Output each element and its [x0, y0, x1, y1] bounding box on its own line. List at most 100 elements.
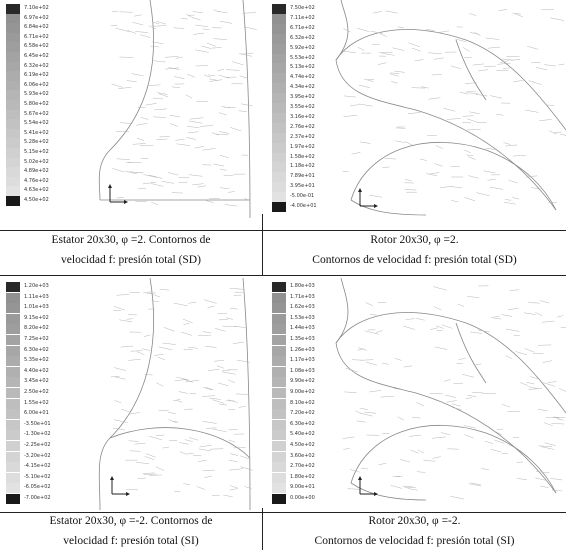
- velocity-vector: [347, 488, 361, 490]
- figure-caption: Estator 20x30, φ =-2. Contornos de veloc…: [0, 514, 262, 548]
- velocity-vector: [505, 144, 518, 147]
- velocity-vector: [416, 402, 425, 407]
- legend-swatch: [6, 186, 20, 197]
- velocity-vector: [148, 174, 163, 179]
- velocity-vector: [183, 379, 193, 383]
- velocity-vector: [463, 149, 471, 154]
- velocity-vector: [230, 127, 242, 132]
- velocity-vector: [360, 141, 371, 144]
- velocity-vector: [450, 65, 462, 70]
- velocity-vector: [152, 25, 167, 27]
- velocity-vector: [152, 60, 166, 63]
- velocity-vector: [464, 434, 474, 439]
- legend-tick-label: 5.80e+02: [24, 101, 49, 107]
- velocity-vector: [343, 115, 358, 117]
- legend-row: 6.00e+01: [4, 409, 64, 420]
- legend-swatch: [272, 377, 286, 388]
- legend-swatch: [6, 148, 20, 158]
- velocity-vector: [194, 146, 204, 149]
- velocity-vector: [217, 10, 228, 14]
- legend-row: 1.62e+03: [270, 303, 330, 314]
- velocity-vector: [157, 92, 168, 95]
- legend-row: 2.37e+02: [270, 132, 330, 143]
- velocity-vector: [180, 17, 188, 20]
- velocity-vector: [150, 45, 160, 48]
- legend-swatch: [272, 122, 286, 133]
- velocity-vector: [209, 79, 222, 82]
- velocity-vector: [397, 26, 405, 28]
- legend-swatch: [272, 282, 286, 292]
- legend-row: 6.30e+02: [4, 345, 64, 356]
- legend-swatch: [6, 356, 20, 367]
- legend-swatch: [6, 335, 20, 345]
- velocity-vector: [110, 376, 120, 378]
- velocity-vector: [527, 45, 539, 50]
- legend-row: 5.54e+02: [4, 119, 64, 130]
- velocity-vector: [179, 442, 189, 445]
- velocity-vector: [500, 60, 510, 63]
- legend-tick-label: 8.10e+02: [290, 399, 315, 406]
- axis-triad-icon: [358, 476, 378, 496]
- legend-row: 6.71e+02: [4, 32, 64, 43]
- velocity-vector: [466, 118, 478, 123]
- legend-row: 0.00e+00: [270, 494, 330, 504]
- velocity-vector: [345, 367, 358, 373]
- velocity-vector: [116, 293, 130, 296]
- velocity-vector: [342, 436, 355, 439]
- legend-tick-label: 1.58e+02: [290, 153, 315, 160]
- legend-tick-label: 5.54e+02: [24, 120, 49, 127]
- velocity-vector: [472, 63, 484, 66]
- velocity-vector: [467, 156, 476, 160]
- velocity-vector: [239, 75, 248, 79]
- legend-tick-label: 6.00e+01: [24, 410, 49, 417]
- velocity-vector: [175, 138, 185, 141]
- velocity-vector: [167, 172, 179, 176]
- velocity-vector: [143, 334, 151, 337]
- legend-row: 5.53e+02: [270, 53, 330, 64]
- velocity-vector: [429, 172, 440, 175]
- velocity-vector: [369, 390, 382, 393]
- velocity-vector: [219, 168, 227, 171]
- legend-tick-label: 6.30e+02: [290, 420, 315, 427]
- legend-tick-label: 1.17e+03: [290, 357, 315, 364]
- velocity-vector: [420, 158, 427, 161]
- velocity-vector: [557, 315, 564, 318]
- velocity-vector: [156, 382, 164, 387]
- legend-swatch: [6, 4, 20, 14]
- legend-tick-label: 6.58e+02: [24, 43, 49, 50]
- legend-swatch: [272, 313, 286, 324]
- velocity-vector: [431, 74, 442, 76]
- velocity-vector: [395, 140, 406, 143]
- caption-line: Estator 20x30, φ =-2. Contornos de: [49, 515, 213, 527]
- velocity-vector: [236, 359, 250, 363]
- legend-swatch: [6, 345, 20, 356]
- velocity-vector: [394, 70, 405, 73]
- velocity-vector: [132, 21, 144, 26]
- velocity-vector: [483, 170, 496, 174]
- caption-line: velocidad f: presión total (SI): [63, 535, 199, 547]
- velocity-vector: [195, 24, 209, 27]
- velocity-vector: [403, 325, 415, 330]
- velocity-vector: [178, 391, 189, 394]
- caption-line: Estator 20x30, φ =2. Contornos de: [51, 234, 211, 246]
- velocity-vector: [169, 114, 181, 118]
- velocity-vector: [155, 466, 165, 471]
- velocity-vector: [173, 27, 185, 29]
- velocity-vector: [116, 158, 130, 160]
- legend-tick-label: 4.50e+02: [24, 197, 49, 203]
- velocity-vector: [207, 305, 215, 308]
- velocity-vector: [192, 11, 203, 14]
- legend-row: 7.89e+01: [270, 172, 330, 183]
- velocity-vector: [496, 114, 504, 116]
- velocity-vector: [142, 348, 151, 351]
- legend-tick-label: 1.97e+02: [290, 143, 315, 150]
- velocity-vector: [370, 30, 383, 34]
- velocity-vector: [481, 468, 489, 470]
- panel-rotor-si: 1.80e+03 1.71e+03 1.62e+03 1.53e+03 1.44e+03…: [266, 278, 566, 510]
- velocity-vector: [145, 103, 157, 106]
- velocity-vector: [136, 123, 148, 126]
- velocity-vector: [496, 428, 504, 431]
- velocity-vector: [535, 312, 543, 317]
- velocity-vector: [344, 95, 356, 98]
- legend-tick-label: 1.01e+03: [24, 304, 49, 311]
